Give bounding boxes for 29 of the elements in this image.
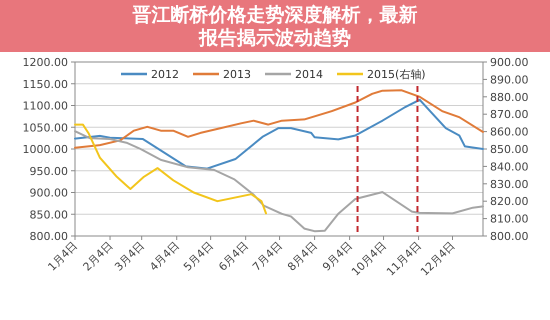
y-tick-label: 1100.00: [22, 100, 68, 112]
x-tick-label: 5月4日: [181, 238, 216, 274]
y2-tick-label: 870.00: [490, 108, 528, 122]
legend-label: 2014: [295, 68, 323, 81]
y2-tick-label: 850.00: [490, 143, 528, 156]
y2-tick-label: 810.00: [490, 212, 528, 226]
y-tick-label: 1050.00: [22, 121, 68, 134]
y2-tick-label: 890.00: [490, 73, 528, 86]
y2-tick-label: 900.00: [490, 56, 528, 69]
legend-label: 2015(右轴): [367, 68, 426, 81]
y-tick-label: 1000.00: [22, 143, 68, 156]
y-tick-label: 1150.00: [22, 78, 68, 91]
y2-tick-label: 830.00: [490, 178, 528, 191]
y-tick-label: 850.00: [30, 208, 68, 222]
y2-tick-label: 820.00: [490, 195, 528, 208]
y-tick-label: 900.00: [30, 186, 68, 200]
legend-label: 2012: [151, 68, 179, 81]
x-tick-label: 8月4日: [285, 238, 320, 274]
x-tick-label: 7月4日: [250, 238, 285, 274]
chart-title: 晋江断桥价格走势深度解析，最新报告揭示波动趋势: [132, 4, 418, 49]
y2-tick-label: 800.00: [490, 230, 528, 243]
y2-tick-label: 840.00: [490, 160, 528, 174]
y2-tick-label: 860.00: [490, 126, 528, 139]
y2-tick-label: 880.00: [490, 90, 528, 104]
y-tick-label: 1200.00: [22, 56, 68, 69]
y-tick-label: 950.00: [30, 164, 68, 178]
x-tick-label: 4月4日: [147, 238, 182, 274]
legend-label: 2013: [223, 68, 251, 81]
x-tick-label: 6月4日: [216, 238, 251, 274]
